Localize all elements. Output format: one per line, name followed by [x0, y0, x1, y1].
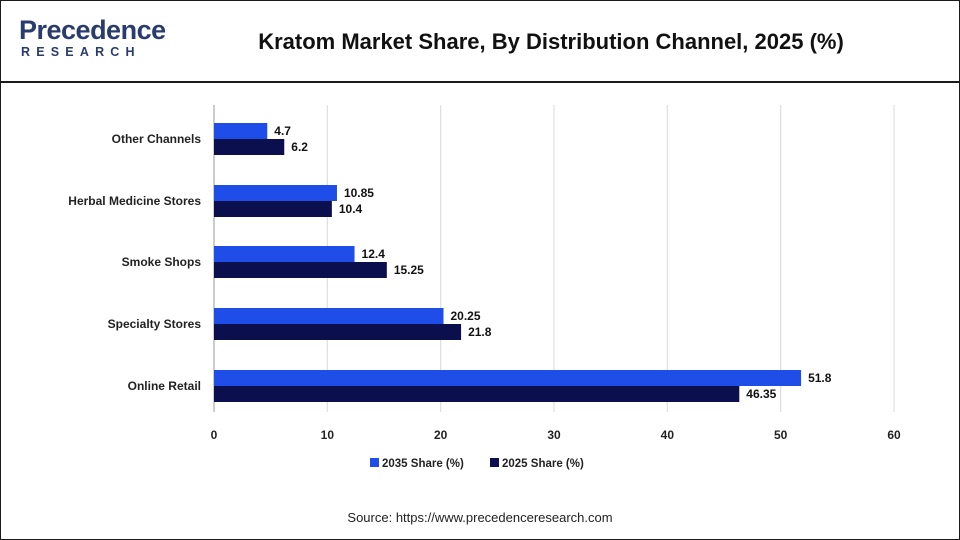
bar	[214, 185, 337, 201]
category-label: Smoke Shops	[122, 255, 202, 269]
data-label: 6.2	[291, 140, 308, 154]
data-label: 46.35	[746, 387, 776, 401]
legend-label: 2025 Share (%)	[502, 458, 584, 470]
logo-wordmark: Precedence	[19, 15, 166, 45]
bar	[214, 201, 332, 217]
x-tick-label: 60	[887, 428, 901, 442]
bar	[214, 123, 268, 139]
bar	[214, 386, 740, 402]
source-text: Source: https://www.precedenceresearch.c…	[347, 510, 613, 525]
legend-label: 2035 Share (%)	[382, 458, 464, 470]
category-label: Herbal Medicine Stores	[68, 194, 201, 208]
data-label: 12.4	[362, 247, 386, 261]
chart-title: Kratom Market Share, By Distribution Cha…	[258, 29, 844, 54]
legend-swatch	[490, 458, 499, 467]
x-tick-label: 10	[321, 428, 335, 442]
x-tick-label: 20	[434, 428, 448, 442]
x-tick-label: 0	[211, 428, 218, 442]
data-label: 15.25	[394, 263, 424, 277]
x-tick-label: 30	[547, 428, 561, 442]
logo-subtitle: RESEARCH	[21, 45, 141, 59]
bar	[214, 308, 444, 324]
bar	[214, 262, 387, 278]
category-label: Other Channels	[112, 132, 202, 146]
x-tick-label: 50	[774, 428, 788, 442]
data-label: 21.8	[468, 325, 492, 339]
legend-swatch	[370, 458, 379, 467]
data-label: 20.25	[451, 309, 481, 323]
bar-chart: 0 10 20 30 40 50 60 Other Channels 4.76.2 Herbal …	[68, 105, 901, 470]
header: Precedence RESEARCH Kratom Market Share,…	[1, 1, 959, 83]
data-label: 4.7	[274, 124, 291, 138]
bar	[214, 246, 355, 262]
bar	[214, 324, 462, 340]
x-tick-label: 40	[661, 428, 675, 442]
precedence-research-logo: Precedence RESEARCH	[19, 15, 169, 65]
data-label: 51.8	[808, 371, 832, 385]
data-label: 10.4	[339, 202, 363, 216]
category-label: Online Retail	[128, 379, 201, 393]
bar	[214, 139, 285, 155]
category-label: Specialty Stores	[108, 317, 202, 331]
bar	[214, 370, 802, 386]
data-label: 10.85	[344, 186, 374, 200]
